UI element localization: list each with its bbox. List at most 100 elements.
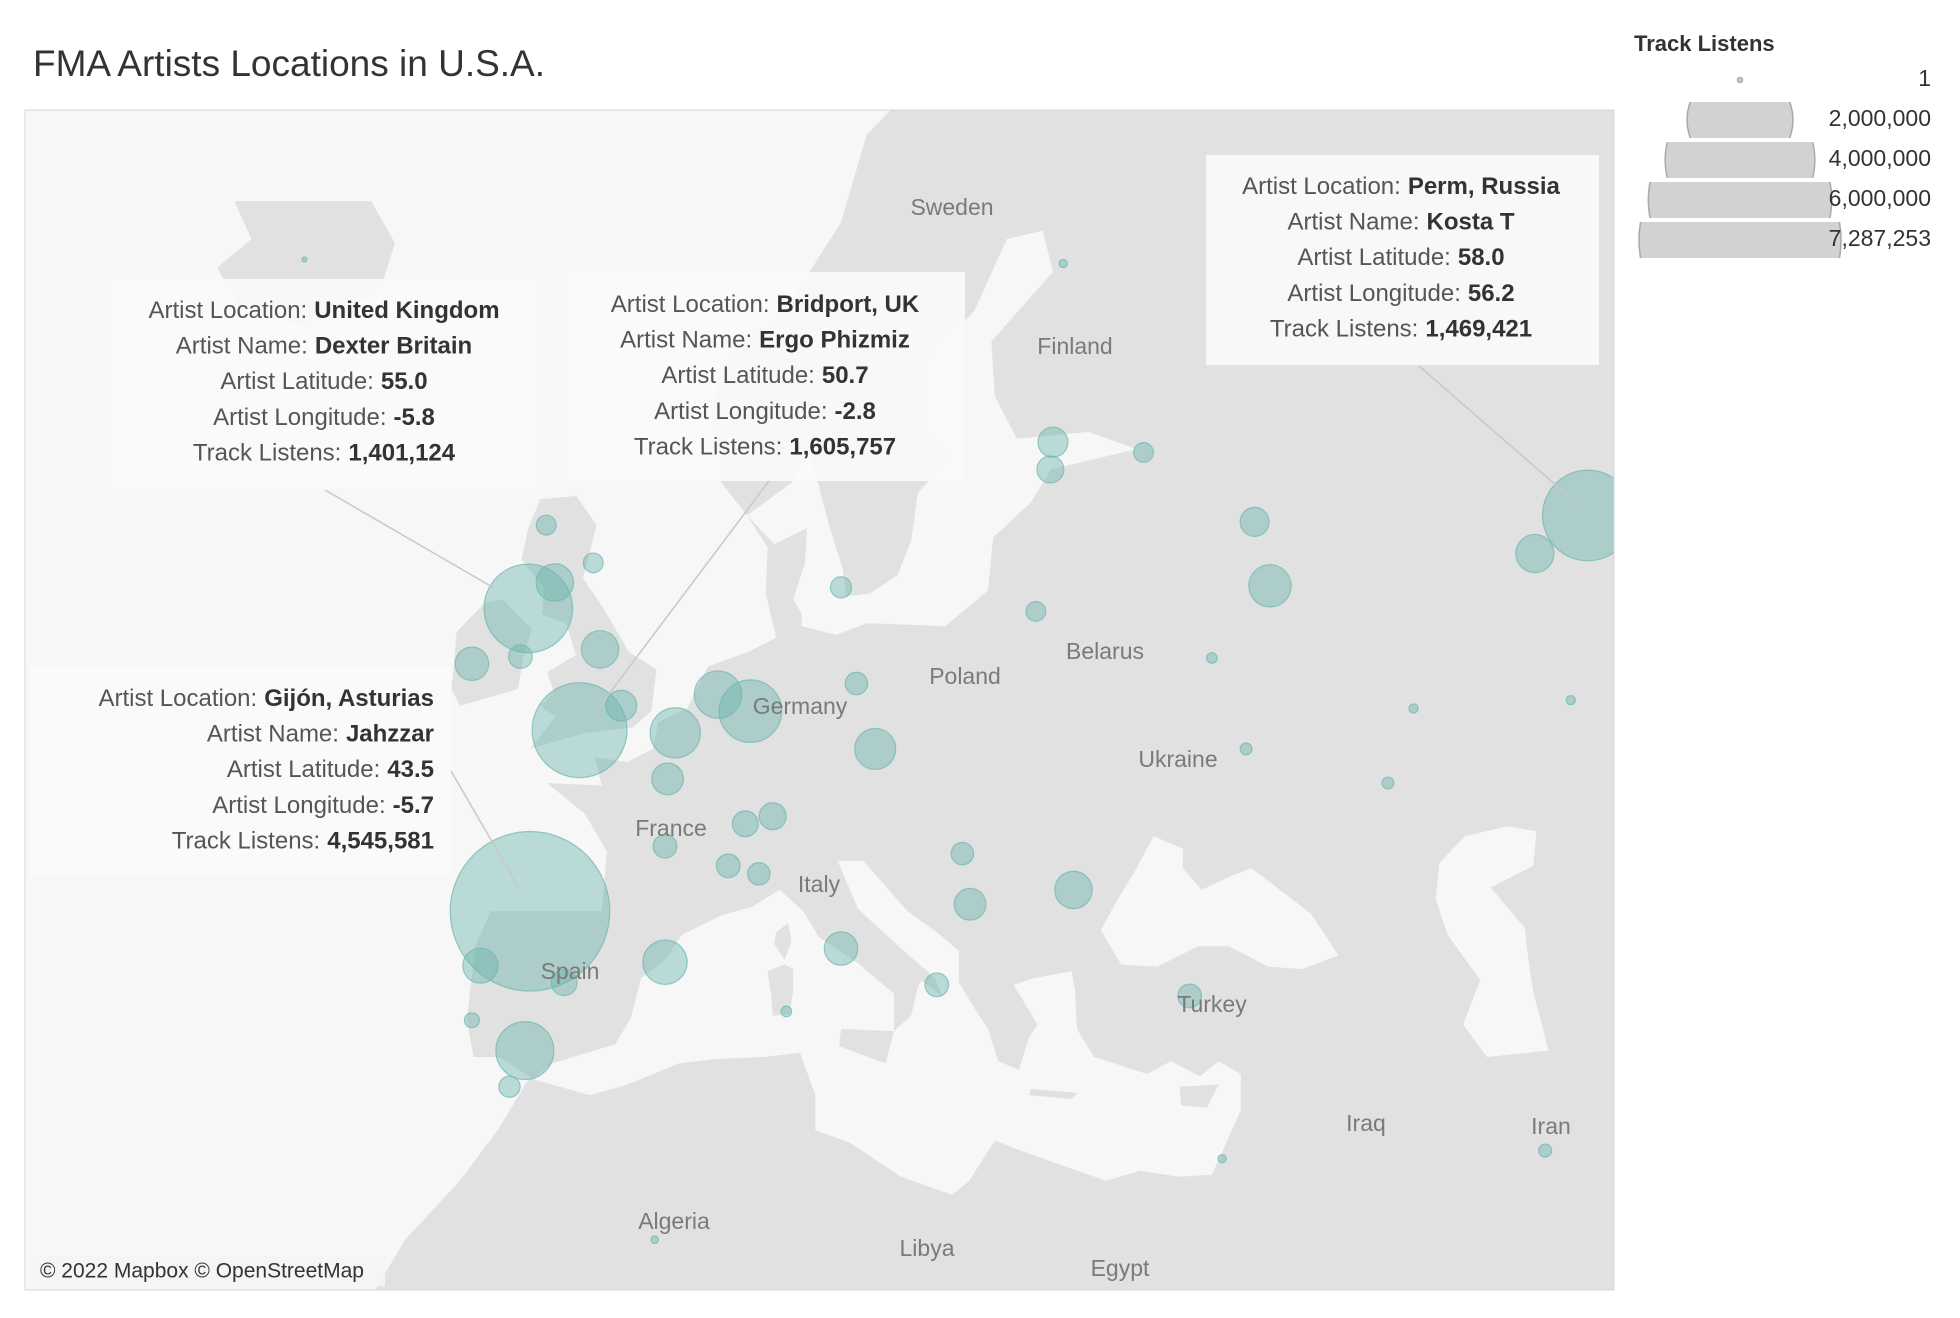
annotation-row: Artist Latitude: 58.0 <box>1297 245 1504 272</box>
field-label: Artist Name: <box>620 327 752 354</box>
bubble <box>747 862 771 886</box>
annotation-row: Artist Name: Kosta T <box>1287 209 1514 236</box>
annotation-row: Track Listens: 1,469,421 <box>1270 316 1532 343</box>
bubble <box>1381 776 1395 790</box>
field-value: Ergo Phizmiz <box>759 327 910 354</box>
island <box>521 495 657 749</box>
field-label: Artist Location: <box>1242 173 1401 200</box>
field-label: Artist Location: <box>98 685 257 712</box>
annotation-row: Artist Latitude: 50.7 <box>661 363 868 390</box>
field-value: Bridport, UK <box>777 291 920 318</box>
island <box>1179 1084 1219 1108</box>
map-labels: Sweden Finland Poland Belarus Germany Ukraine… <box>541 194 1571 1281</box>
bubble <box>780 1005 793 1018</box>
bubble <box>580 630 620 669</box>
field-value: Gijón, Asturias <box>264 685 434 712</box>
annotation-row: Artist Location: United Kingdom <box>148 297 499 324</box>
bubble <box>550 968 578 997</box>
map-label: Egypt <box>1091 1255 1150 1281</box>
field-label: Artist Name: <box>1287 209 1419 236</box>
sea <box>1100 836 1339 969</box>
bubble <box>1133 441 1155 463</box>
bubble <box>829 576 853 599</box>
field-value: -5.8 <box>394 404 435 431</box>
bubble <box>650 1235 660 1245</box>
bubble <box>462 947 499 984</box>
legend-bubble <box>1686 102 1794 138</box>
annotation-row: Artist Name: Jahzzar <box>207 721 434 748</box>
annotation-row: Track Listens: 1,401,124 <box>193 440 456 467</box>
bubble <box>301 256 308 263</box>
field-label: Artist Latitude: <box>1297 245 1450 272</box>
island <box>839 1029 894 1064</box>
field-value: -2.8 <box>835 398 876 425</box>
bubble <box>531 682 628 779</box>
bubble <box>924 972 950 998</box>
field-value: Kosta T <box>1427 209 1515 236</box>
bubble <box>823 931 859 966</box>
bubble <box>535 514 557 536</box>
map-label: Libya <box>900 1235 955 1261</box>
field-value: 1,401,124 <box>348 440 455 467</box>
bubble <box>758 802 787 831</box>
bubble <box>1541 469 1614 562</box>
field-value: Perm, Russia <box>1408 173 1561 200</box>
bubble <box>498 1075 521 1098</box>
title: FMA Artists Locations in U.S.A. <box>33 43 545 84</box>
bubble <box>1054 870 1093 910</box>
field-value: Dexter Britain <box>315 333 472 360</box>
annotation-box <box>112 279 537 488</box>
legend-label: 1 <box>1918 65 1931 91</box>
field-value: 50.7 <box>822 363 869 390</box>
field-label: Artist Longitude: <box>212 792 385 819</box>
bubble <box>1408 703 1419 714</box>
bubble <box>1177 983 1203 1009</box>
field-label: Track Listens: <box>193 440 342 467</box>
annotation-row: Artist Latitude: 55.0 <box>220 369 427 396</box>
attribution: © 2022 Mapbox © OpenStreetMap <box>40 1260 364 1283</box>
map-label: Iran <box>1531 1113 1571 1139</box>
legend-label: 6,000,000 <box>1829 185 1931 211</box>
map-label: Italy <box>798 871 841 897</box>
field-value: -5.7 <box>393 792 434 819</box>
field-value: 43.5 <box>387 757 434 784</box>
field-value: 55.0 <box>381 369 428 396</box>
annotation-row: Artist Longitude: 56.2 <box>1287 280 1514 307</box>
map-label: Germany <box>753 693 848 719</box>
leader-line <box>324 489 495 589</box>
map-label: France <box>635 815 707 841</box>
bubbles <box>301 256 1614 1245</box>
map-label: Belarus <box>1066 638 1144 664</box>
legend-label: 7,287,253 <box>1829 225 1931 251</box>
field-label: Artist Longitude: <box>1287 280 1460 307</box>
legend-bubble <box>1638 222 1842 258</box>
bubble <box>507 644 533 669</box>
legend-label: 2,000,000 <box>1829 105 1931 131</box>
bubble <box>1248 564 1292 608</box>
bubble <box>651 762 685 796</box>
legend: Track Listens 1 2,000,000 4,000,000 6,000,0… <box>1634 31 1931 258</box>
field-label: Artist Name: <box>207 721 339 748</box>
annotation-row: Artist Location: Bridport, UK <box>611 291 920 318</box>
attribution-bg <box>33 1256 385 1286</box>
map-label: Iraq <box>1346 1110 1386 1136</box>
bubble <box>1036 455 1065 484</box>
bubble <box>844 671 869 696</box>
bubble <box>1037 426 1069 458</box>
bubble <box>1515 533 1555 574</box>
annotation-row: Track Listens: 1,605,757 <box>634 434 896 461</box>
annotation-box <box>1206 155 1599 365</box>
sea <box>1435 826 1549 1057</box>
bubble <box>649 707 701 759</box>
leader-line <box>450 770 520 889</box>
bubble <box>605 689 638 722</box>
legend-label: 4,000,000 <box>1829 145 1931 171</box>
annotation-row: Artist Longitude: -5.7 <box>212 792 434 819</box>
field-label: Artist Name: <box>176 333 308 360</box>
field-value: 4,545,581 <box>327 828 434 855</box>
bubble <box>582 552 604 574</box>
island <box>451 599 532 706</box>
annotation-row: Artist Longitude: -2.8 <box>654 398 876 425</box>
annotations: Artist Location: United Kingdom Artist Nam… <box>31 155 1599 889</box>
